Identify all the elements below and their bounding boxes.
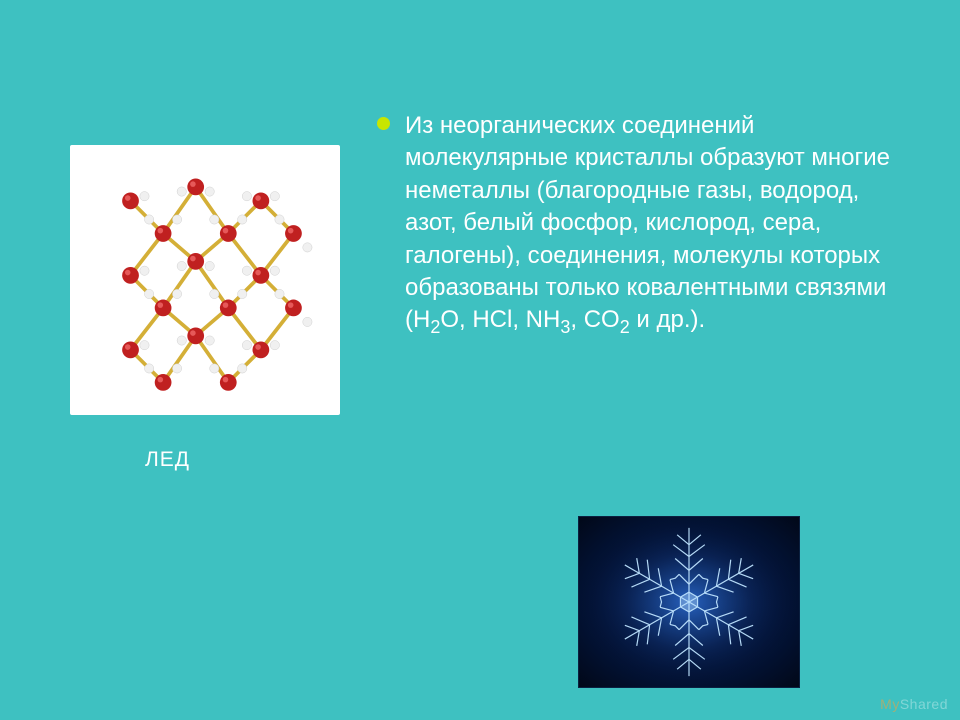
molecule-lattice-image — [70, 145, 340, 415]
molecule-svg — [70, 145, 340, 415]
bullet-icon — [377, 117, 390, 130]
sub-2: 3 — [560, 317, 570, 337]
watermark-my: My — [880, 696, 900, 712]
body-part-1: Из неорганических соединений молекулярны… — [405, 112, 890, 333]
body-text: Из неорганических соединений молекулярны… — [405, 110, 905, 339]
body-part-2: O, HCl, NH — [440, 306, 560, 333]
caption-ice: ЛЕД — [145, 448, 190, 472]
watermark: MyShared — [880, 696, 948, 712]
snowflake-svg — [579, 517, 799, 687]
body-part-3: , CO — [570, 306, 619, 333]
watermark-shared: Shared — [900, 696, 948, 712]
slide: ЛЕД Из неорганических соединений молекул… — [0, 0, 960, 720]
sub-1: 2 — [430, 317, 440, 337]
sub-3: 2 — [620, 317, 630, 337]
body-part-4: и др.). — [630, 306, 705, 333]
snowflake-image — [578, 516, 800, 688]
